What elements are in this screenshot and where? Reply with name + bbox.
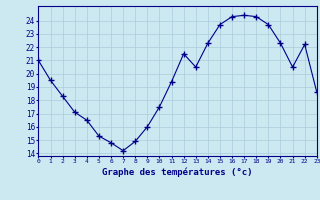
X-axis label: Graphe des températures (°c): Graphe des températures (°c) xyxy=(102,167,253,177)
